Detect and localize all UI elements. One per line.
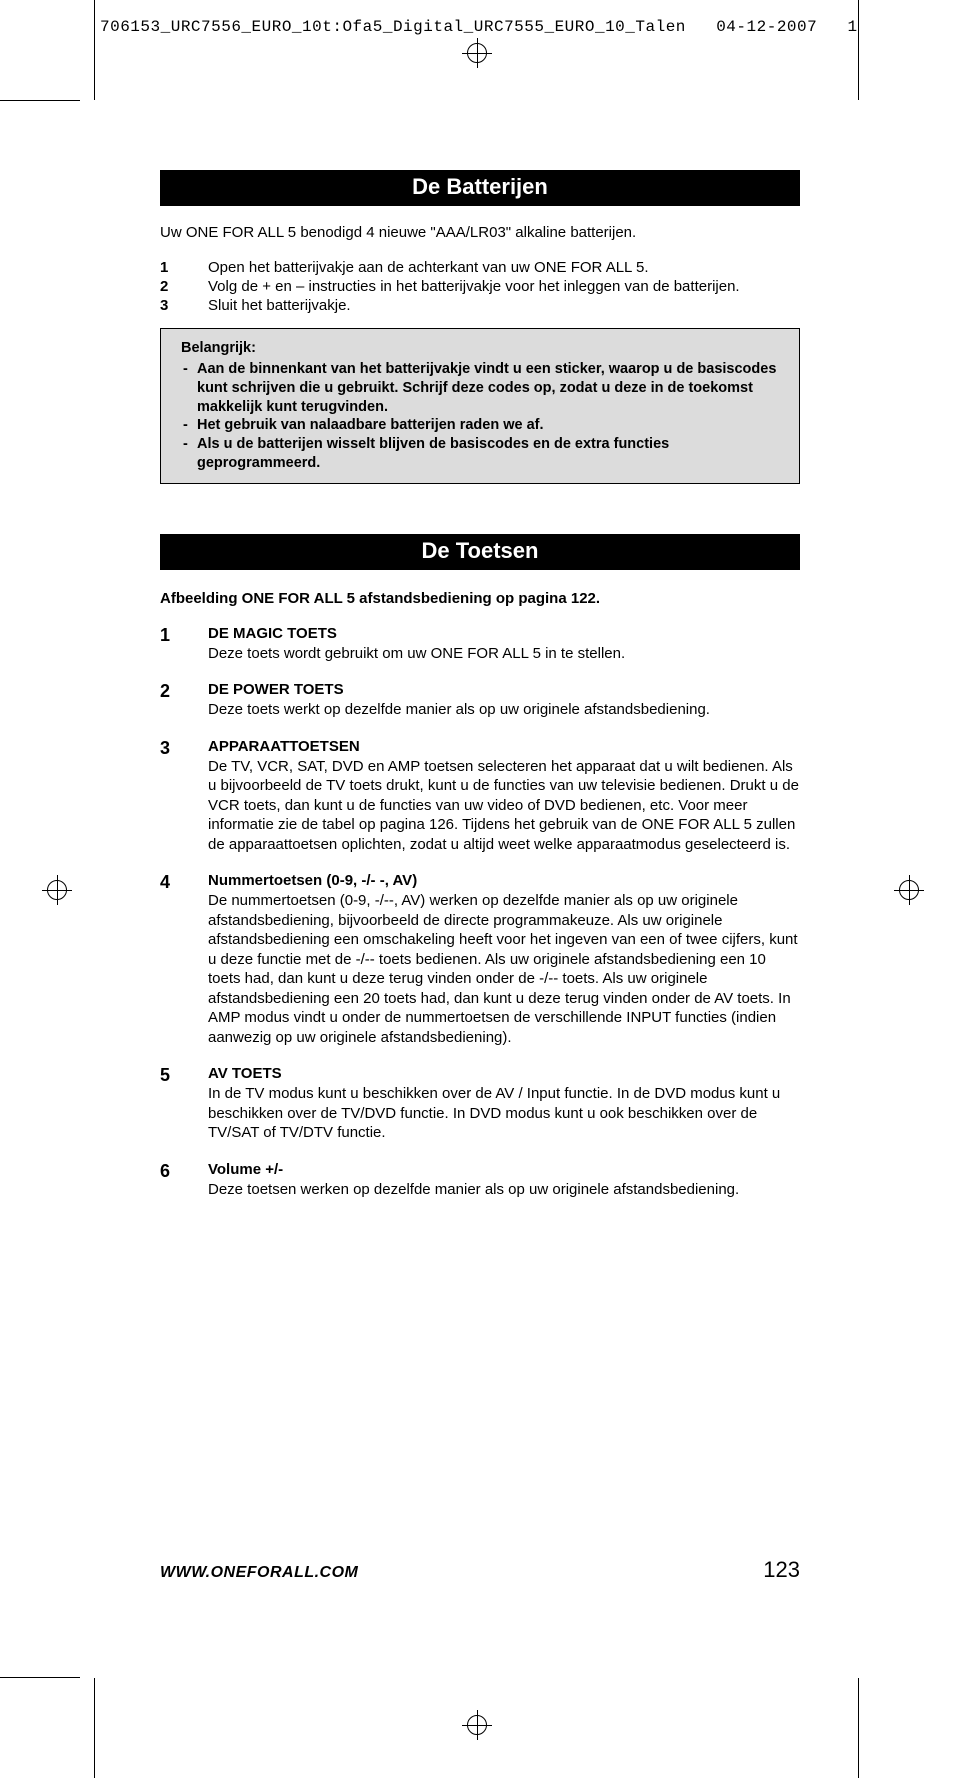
- page-number: 123: [763, 1557, 800, 1583]
- page-content: De Batterijen Uw ONE FOR ALL 5 benodigd …: [160, 170, 800, 1217]
- section-keys: De Toetsen Afbeelding ONE FOR ALL 5 afst…: [160, 534, 800, 1200]
- key-number: 3: [160, 738, 208, 855]
- key-description: De TV, VCR, SAT, DVD en AMP toetsen sele…: [208, 757, 800, 855]
- section-header-keys: De Toetsen: [160, 534, 800, 570]
- key-description: In de TV modus kunt u beschikken over de…: [208, 1084, 800, 1143]
- batteries-intro: Uw ONE FOR ALL 5 benodigd 4 nieuwe "AAA/…: [160, 224, 800, 241]
- bullet-dash-icon: -: [183, 435, 197, 473]
- page-footer: WWW.ONEFORALL.COM 123: [160, 1557, 800, 1583]
- section-header-batteries: De Batterijen: [160, 170, 800, 206]
- list-item: 2 DE POWER TOETS Deze toets werkt op dez…: [160, 681, 800, 720]
- bullet-text: Het gebruik van nalaadbare batterijen ra…: [197, 416, 787, 435]
- list-item: 6 Volume +/- Deze toetsen werken op deze…: [160, 1161, 800, 1200]
- key-title: Volume +/-: [208, 1161, 800, 1178]
- bullet-dash-icon: -: [183, 416, 197, 435]
- header-filename: 706153_URC7556_EURO_10t:Ofa5_Digital_URC…: [100, 18, 686, 36]
- bullet-text: Aan de binnenkant van het batterijvakje …: [197, 360, 787, 417]
- list-item: 1 DE MAGIC TOETS Deze toets wordt gebrui…: [160, 625, 800, 664]
- keys-list: 1 DE MAGIC TOETS Deze toets wordt gebrui…: [160, 625, 800, 1200]
- footer-url: WWW.ONEFORALL.COM: [160, 1564, 358, 1582]
- list-item: 5 AV TOETS In de TV modus kunt u beschik…: [160, 1065, 800, 1143]
- key-description: Deze toetsen werken op dezelfde manier a…: [208, 1180, 800, 1200]
- list-item: 3 APPARAATTOETSEN De TV, VCR, SAT, DVD e…: [160, 738, 800, 855]
- registration-mark-icon: [462, 1710, 492, 1740]
- registration-mark-icon: [42, 875, 72, 905]
- header-date: 04-12-2007: [716, 18, 817, 36]
- key-number: 5: [160, 1065, 208, 1143]
- crop-mark: [858, 1678, 859, 1778]
- step-number: 2: [160, 278, 208, 295]
- list-item: - Aan de binnenkant van het batterijvakj…: [183, 360, 787, 417]
- key-title: Nummertoetsen (0-9, -/- -, AV): [208, 872, 800, 889]
- key-title: DE POWER TOETS: [208, 681, 800, 698]
- list-item: - Het gebruik van nalaadbare batterijen …: [183, 416, 787, 435]
- crop-mark: [0, 100, 80, 101]
- crop-mark: [94, 1678, 95, 1778]
- important-title: Belangrijk:: [181, 339, 787, 358]
- crop-mark: [0, 1677, 80, 1678]
- key-number: 2: [160, 681, 208, 720]
- bullet-dash-icon: -: [183, 360, 197, 417]
- key-description: Deze toets wordt gebruikt om uw ONE FOR …: [208, 644, 800, 664]
- crop-mark: [94, 0, 95, 100]
- header-seq: 1: [848, 18, 858, 36]
- list-item: - Als u de batterijen wisselt blijven de…: [183, 435, 787, 473]
- key-title: AV TOETS: [208, 1065, 800, 1082]
- key-number: 4: [160, 872, 208, 1047]
- list-item: 1 Open het batterijvakje aan de achterka…: [160, 259, 800, 276]
- print-header: 706153_URC7556_EURO_10t:Ofa5_Digital_URC…: [100, 18, 914, 36]
- list-item: 3 Sluit het batterijvakje.: [160, 297, 800, 314]
- key-number: 6: [160, 1161, 208, 1200]
- key-description: Deze toets werkt op dezelfde manier als …: [208, 700, 800, 720]
- list-item: 2 Volg de + en – instructies in het batt…: [160, 278, 800, 295]
- key-title: DE MAGIC TOETS: [208, 625, 800, 642]
- step-text: Volg de + en – instructies in het batter…: [208, 278, 800, 295]
- key-description: De nummertoetsen (0-9, -/--, AV) werken …: [208, 891, 800, 1047]
- important-note-box: Belangrijk: - Aan de binnenkant van het …: [160, 328, 800, 484]
- battery-steps-list: 1 Open het batterijvakje aan de achterka…: [160, 259, 800, 314]
- list-item: 4 Nummertoetsen (0-9, -/- -, AV) De numm…: [160, 872, 800, 1047]
- crop-mark: [858, 0, 859, 100]
- step-number: 1: [160, 259, 208, 276]
- keys-subhead: Afbeelding ONE FOR ALL 5 afstandsbedieni…: [160, 590, 800, 607]
- step-text: Open het batterijvakje aan de achterkant…: [208, 259, 800, 276]
- key-title: APPARAATTOETSEN: [208, 738, 800, 755]
- registration-mark-icon: [462, 38, 492, 68]
- step-text: Sluit het batterijvakje.: [208, 297, 800, 314]
- registration-mark-icon: [894, 875, 924, 905]
- step-number: 3: [160, 297, 208, 314]
- key-number: 1: [160, 625, 208, 664]
- bullet-text: Als u de batterijen wisselt blijven de b…: [197, 435, 787, 473]
